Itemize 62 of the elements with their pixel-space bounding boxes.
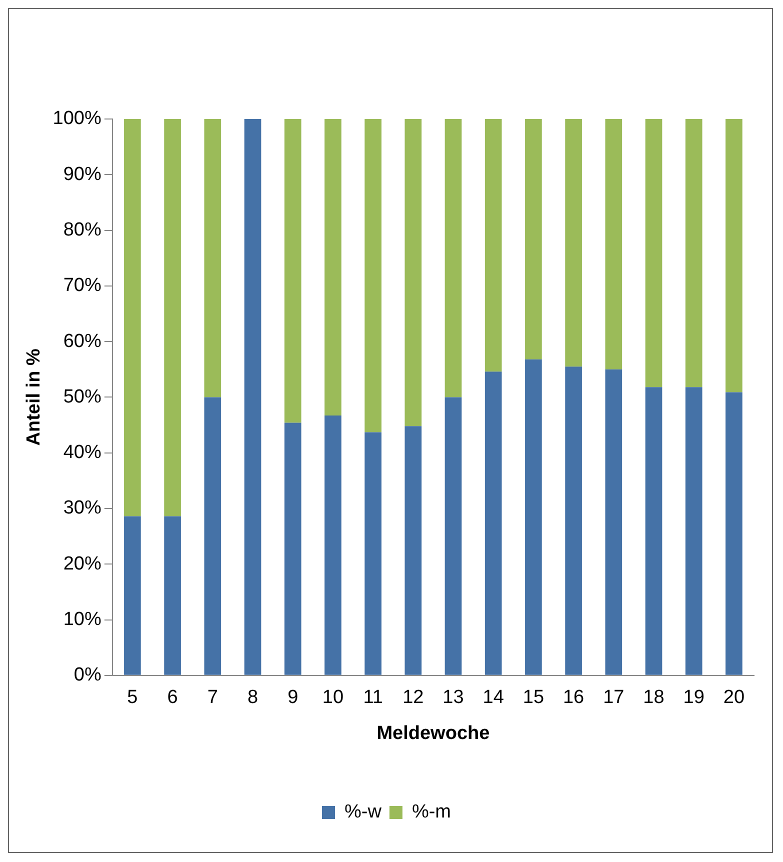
y-tick-label: 80%: [63, 220, 102, 241]
y-tick-label: 30%: [63, 498, 102, 519]
bar: [484, 372, 502, 675]
x-tick-label: 5: [127, 687, 138, 708]
bar: [525, 119, 542, 360]
x-tick-label: 11: [363, 687, 383, 708]
bar: [685, 119, 702, 388]
y-tick-label: 50%: [63, 386, 102, 408]
bar: [364, 119, 382, 432]
bar: [645, 387, 662, 675]
bar: [284, 119, 302, 423]
x-tick-label: 7: [207, 687, 218, 708]
bar: [565, 119, 582, 367]
y-tick-label: 100%: [52, 108, 102, 130]
x-tick-label: 10: [322, 687, 344, 708]
bar: [404, 119, 422, 426]
bar: [164, 119, 181, 516]
y-tick-label: 20%: [63, 553, 102, 574]
bar: [484, 119, 502, 372]
x-tick-label: 19: [683, 687, 704, 708]
y-tick-label: 70%: [63, 275, 102, 296]
bar: [364, 432, 382, 675]
bar: [685, 387, 702, 675]
bar: [124, 516, 141, 675]
bar: [525, 359, 542, 675]
y-tick-label: 10%: [63, 608, 102, 630]
bar: [444, 397, 462, 675]
x-tick-label: 17: [603, 687, 624, 708]
bar: [726, 392, 742, 675]
y-tick-label: 60%: [63, 330, 102, 352]
bar: [284, 422, 302, 675]
bar: [164, 516, 181, 675]
bar: [565, 366, 582, 675]
x-tick-label: 16: [562, 687, 584, 708]
x-tick-label: 15: [522, 687, 544, 708]
bar: [605, 119, 622, 370]
bar: [324, 416, 342, 675]
bar: [204, 397, 222, 675]
bar: [204, 119, 222, 398]
bar: [605, 369, 622, 675]
y-tick-label: 0%: [74, 664, 102, 686]
legend-label: %-w: [344, 802, 382, 823]
bar: [324, 119, 342, 416]
legend-label: %-m: [412, 802, 452, 823]
y-tick-label: 40%: [63, 442, 102, 464]
x-tick-label: 8: [247, 687, 258, 708]
x-tick-label: 18: [643, 687, 664, 708]
x-tick-label: 6: [167, 687, 178, 708]
x-tick-label: 12: [402, 687, 424, 708]
bar: [404, 426, 422, 675]
y-tick-label: 90%: [63, 164, 102, 185]
x-tick-label: 9: [288, 687, 298, 708]
x-tick-label: 14: [482, 687, 504, 708]
x-tick-label: 20: [723, 687, 745, 708]
bar: [444, 119, 462, 398]
x-axis-title: Meldewoche: [376, 722, 490, 744]
bar: [726, 119, 742, 392]
x-tick-label: 13: [442, 687, 464, 708]
bar: [645, 119, 662, 388]
bar: [124, 119, 141, 516]
y-axis-title: Anteil in %: [24, 348, 45, 446]
bar: [244, 119, 262, 675]
